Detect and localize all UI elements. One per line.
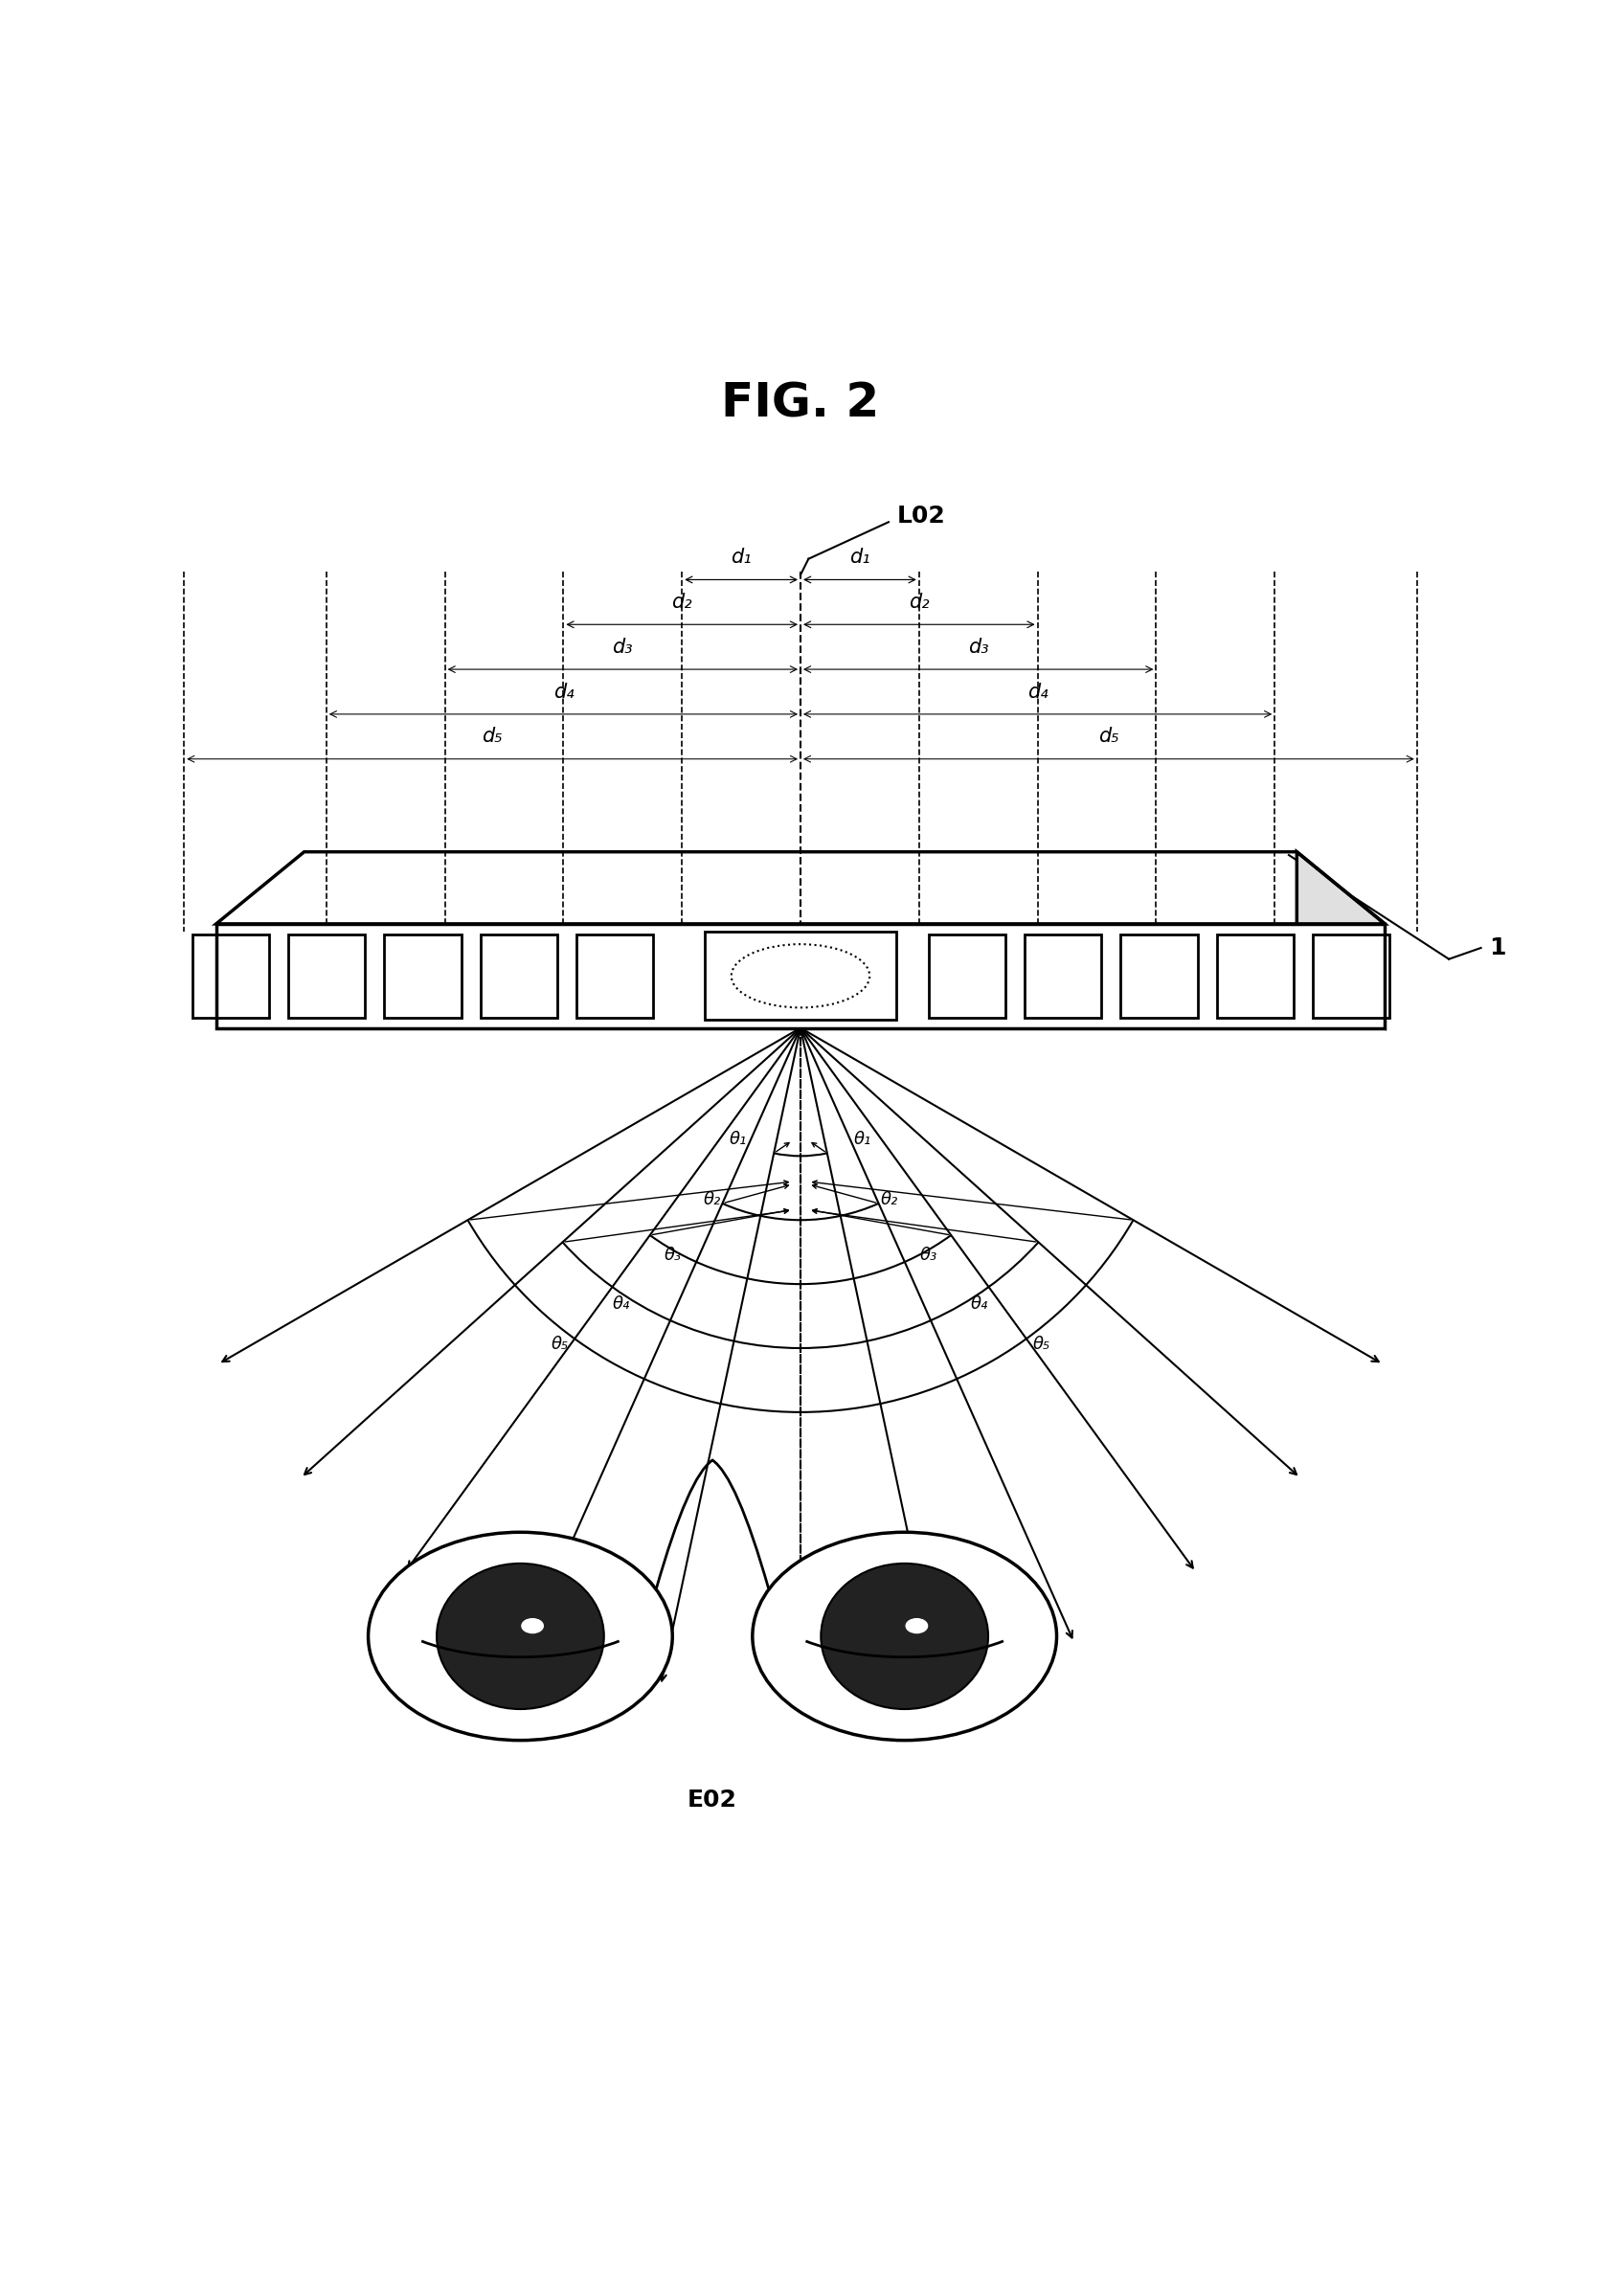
Text: d₁: d₁ <box>850 549 869 567</box>
Text: d₅: d₅ <box>482 728 503 746</box>
Text: d₅: d₅ <box>1098 728 1119 746</box>
Text: d₃: d₃ <box>969 638 989 657</box>
Text: 1: 1 <box>1489 937 1505 960</box>
Ellipse shape <box>520 1619 544 1635</box>
Ellipse shape <box>437 1564 604 1708</box>
Ellipse shape <box>905 1619 929 1635</box>
Text: d₄: d₄ <box>1028 682 1049 700</box>
Text: θ₂: θ₂ <box>703 1192 720 1208</box>
Text: E02: E02 <box>687 1789 738 1812</box>
Text: d₄: d₄ <box>552 682 573 700</box>
Text: θ₄: θ₄ <box>970 1295 988 1313</box>
Text: d₁: d₁ <box>732 549 751 567</box>
Text: θ₄: θ₄ <box>613 1295 631 1313</box>
Text: d₂: d₂ <box>909 592 930 611</box>
Text: d₂: d₂ <box>671 592 692 611</box>
Polygon shape <box>216 923 1385 1029</box>
Text: d₃: d₃ <box>612 638 632 657</box>
Text: θ₁: θ₁ <box>730 1130 748 1148</box>
Polygon shape <box>1297 852 1385 1029</box>
Ellipse shape <box>368 1531 672 1740</box>
Text: θ₃: θ₃ <box>919 1247 937 1265</box>
Text: θ₅: θ₅ <box>1033 1336 1050 1352</box>
Text: L02: L02 <box>897 505 945 528</box>
Text: FIG. 2: FIG. 2 <box>722 381 879 427</box>
Text: θ₃: θ₃ <box>664 1247 682 1265</box>
Text: θ₂: θ₂ <box>881 1192 898 1208</box>
Ellipse shape <box>821 1564 988 1708</box>
Text: θ₁: θ₁ <box>853 1130 871 1148</box>
Text: θ₅: θ₅ <box>551 1336 568 1352</box>
Ellipse shape <box>752 1531 1057 1740</box>
